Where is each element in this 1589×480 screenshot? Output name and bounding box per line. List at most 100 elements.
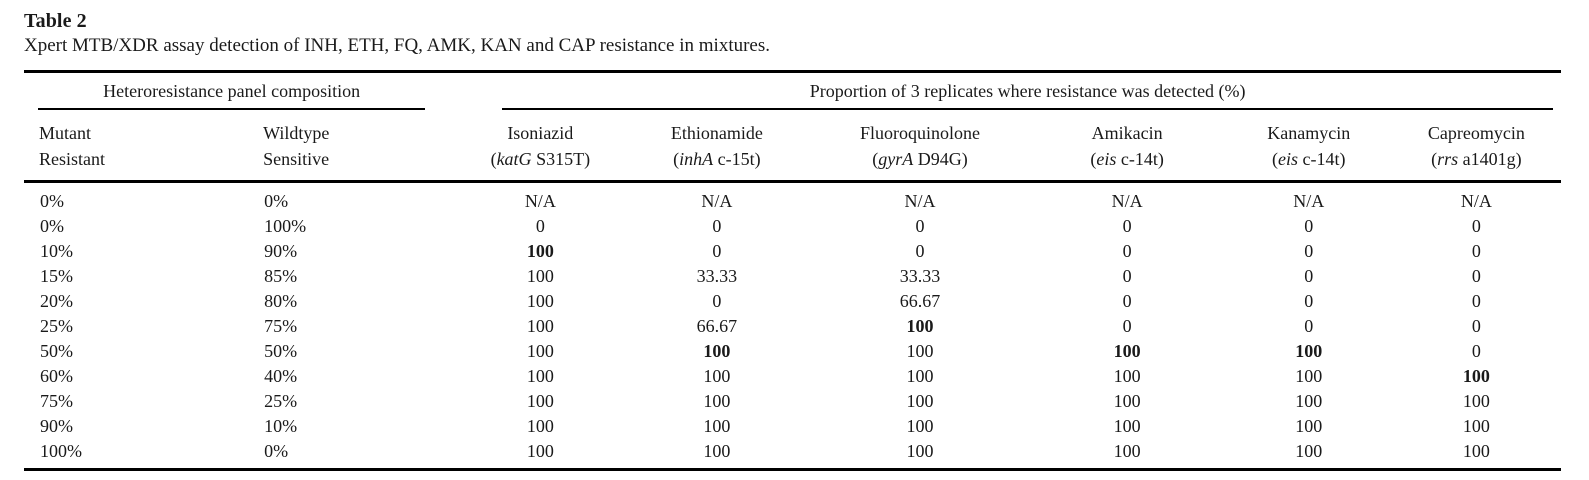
wildtype-percent-cell: 25% xyxy=(264,391,298,411)
table-row: 100% 0% 100 100 100 100 100 100 xyxy=(24,439,1561,470)
detection-value-cell: 0 xyxy=(1122,241,1132,261)
mutant-percent-cell: 0% xyxy=(40,216,64,236)
wildtype-percent-cell: 50% xyxy=(264,341,298,361)
detection-value-cell: 0 xyxy=(1471,341,1481,361)
group-header-panel-label: Heteroresistance panel composition xyxy=(38,80,426,110)
column-header-kanamycin: Kanamycin (eis c-14t) xyxy=(1225,110,1392,183)
detection-value-cell: 0 xyxy=(712,241,722,261)
detection-value-cell: 100 xyxy=(526,291,554,311)
detection-value-cell: 100 xyxy=(1113,366,1141,386)
detection-value-cell: 100 xyxy=(526,441,554,461)
mutant-percent-cell: 15% xyxy=(40,266,73,286)
mutant-percent-cell: 100% xyxy=(40,441,82,461)
detection-value-cell: 0 xyxy=(1304,291,1314,311)
group-header-row: Heteroresistance panel composition Propo… xyxy=(24,72,1561,110)
detection-value-cell: 100 xyxy=(906,391,934,411)
detection-value-cell: 0 xyxy=(1471,241,1481,261)
detection-value-cell: 0 xyxy=(1471,316,1481,336)
column-header-wildtype: Wildtype Sensitive xyxy=(263,110,459,183)
table-row: 20% 80% 100 0 66.67 0 0 0 xyxy=(24,289,1561,314)
table-row: 50% 50% 100 100 100 100 100 0 xyxy=(24,339,1561,364)
data-table: Heteroresistance panel composition Propo… xyxy=(24,70,1561,471)
group-header-proportion-label: Proportion of 3 replicates where resista… xyxy=(502,80,1553,110)
detection-value-cell: N/A xyxy=(1293,191,1325,211)
detection-value-cell: 100 xyxy=(703,391,731,411)
table-row: 25% 75% 100 66.67 100 0 0 0 xyxy=(24,314,1561,339)
column-header-capreomycin: Capreomycin (rrs a1401g) xyxy=(1391,110,1561,183)
table-row: 60% 40% 100 100 100 100 100 100 xyxy=(24,364,1561,389)
wildtype-percent-cell: 40% xyxy=(264,366,298,386)
detection-value-cell: 100 xyxy=(1462,366,1490,386)
detection-value-cell: 0 xyxy=(1122,216,1132,236)
detection-value-cell: 100 xyxy=(703,416,731,436)
wildtype-percent-cell: 100% xyxy=(264,216,307,236)
wildtype-percent-cell: 10% xyxy=(264,416,298,436)
mutant-percent-cell: 75% xyxy=(40,391,73,411)
table-row: 0% 0% N/A N/A N/A N/A N/A N/A xyxy=(24,182,1561,215)
wildtype-percent-cell: 0% xyxy=(264,191,289,211)
detection-value-cell: N/A xyxy=(904,191,936,211)
group-header-panel-cell: Heteroresistance panel composition xyxy=(24,72,458,110)
detection-value-cell: 100 xyxy=(906,341,934,361)
mutant-percent-cell: 0% xyxy=(40,191,64,211)
table-body: 0% 0% N/A N/A N/A N/A N/A N/A 0% 100% 0 0 0 0 0 0 10% 90%… xyxy=(24,182,1561,470)
detection-value-cell: 0 xyxy=(1471,216,1481,236)
detection-value-cell: 100 xyxy=(526,391,554,411)
gene-name: inhA xyxy=(679,149,714,169)
detection-value-cell: 0 xyxy=(1304,266,1314,286)
mutant-percent-cell: 20% xyxy=(40,291,73,311)
detection-value-cell: 100 xyxy=(1113,416,1141,436)
detection-value-cell: 100 xyxy=(526,416,554,436)
detection-value-cell: 100 xyxy=(1462,441,1490,461)
detection-value-cell: 100 xyxy=(1462,391,1490,411)
column-header-row: Mutant Resistant Wildtype Sensitive Ison… xyxy=(24,110,1561,183)
detection-value-cell: 100 xyxy=(526,366,554,386)
wildtype-percent-cell: 0% xyxy=(264,441,289,461)
detection-value-cell: 100 xyxy=(1113,341,1141,361)
table-caption: Xpert MTB/XDR assay detection of INH, ET… xyxy=(24,35,771,56)
detection-value-cell: 100 xyxy=(1462,416,1490,436)
table-title: Table 2 xyxy=(24,10,87,32)
detection-value-cell: 100 xyxy=(526,241,554,261)
table-row: 0% 100% 0 0 0 0 0 0 xyxy=(24,214,1561,239)
detection-value-cell: 100 xyxy=(1295,441,1323,461)
column-header-isoniazid: Isoniazid (katG S315T) xyxy=(458,110,623,183)
detection-value-cell: 0 xyxy=(1304,241,1314,261)
detection-value-cell: 0 xyxy=(1304,316,1314,336)
detection-value-cell: 100 xyxy=(906,316,934,336)
wildtype-percent-cell: 80% xyxy=(264,291,298,311)
detection-value-cell: 66.67 xyxy=(696,316,738,336)
detection-value-cell: 0 xyxy=(1122,316,1132,336)
detection-value-cell: 100 xyxy=(906,441,934,461)
mutant-percent-cell: 10% xyxy=(40,241,73,261)
table-row: 10% 90% 100 0 0 0 0 0 xyxy=(24,239,1561,264)
detection-value-cell: 0 xyxy=(535,216,545,236)
detection-value-cell: 100 xyxy=(526,341,554,361)
gene-name: katG xyxy=(496,149,532,169)
detection-value-cell: 33.33 xyxy=(696,266,738,286)
detection-value-cell: 0 xyxy=(1471,291,1481,311)
detection-value-cell: 0 xyxy=(1471,266,1481,286)
detection-value-cell: 100 xyxy=(526,266,554,286)
gene-name: eis xyxy=(1278,149,1298,169)
mutant-percent-cell: 60% xyxy=(40,366,73,386)
detection-value-cell: 100 xyxy=(906,416,934,436)
detection-value-cell: 100 xyxy=(1113,391,1141,411)
group-header-proportion-cell: Proportion of 3 replicates where resista… xyxy=(458,72,1561,110)
detection-value-cell: 100 xyxy=(703,341,731,361)
detection-value-cell: 100 xyxy=(1295,366,1323,386)
column-header-mutant: Mutant Resistant xyxy=(24,110,264,183)
mutant-percent-cell: 25% xyxy=(40,316,73,336)
mutant-percent-cell: 50% xyxy=(40,341,73,361)
detection-value-cell: 33.33 xyxy=(899,266,941,286)
wildtype-percent-cell: 90% xyxy=(264,241,298,261)
column-header-amikacin: Amikacin (eis c-14t) xyxy=(1028,110,1226,183)
wildtype-percent-cell: 85% xyxy=(264,266,298,286)
detection-value-cell: 100 xyxy=(906,366,934,386)
mutant-percent-cell: 90% xyxy=(40,416,73,436)
table-row: 75% 25% 100 100 100 100 100 100 xyxy=(24,389,1561,414)
table-row: 90% 10% 100 100 100 100 100 100 xyxy=(24,414,1561,439)
column-header-fluoroquinolone: Fluoroquinolone (gyrA D94G) xyxy=(811,110,1029,183)
detection-value-cell: 100 xyxy=(526,316,554,336)
